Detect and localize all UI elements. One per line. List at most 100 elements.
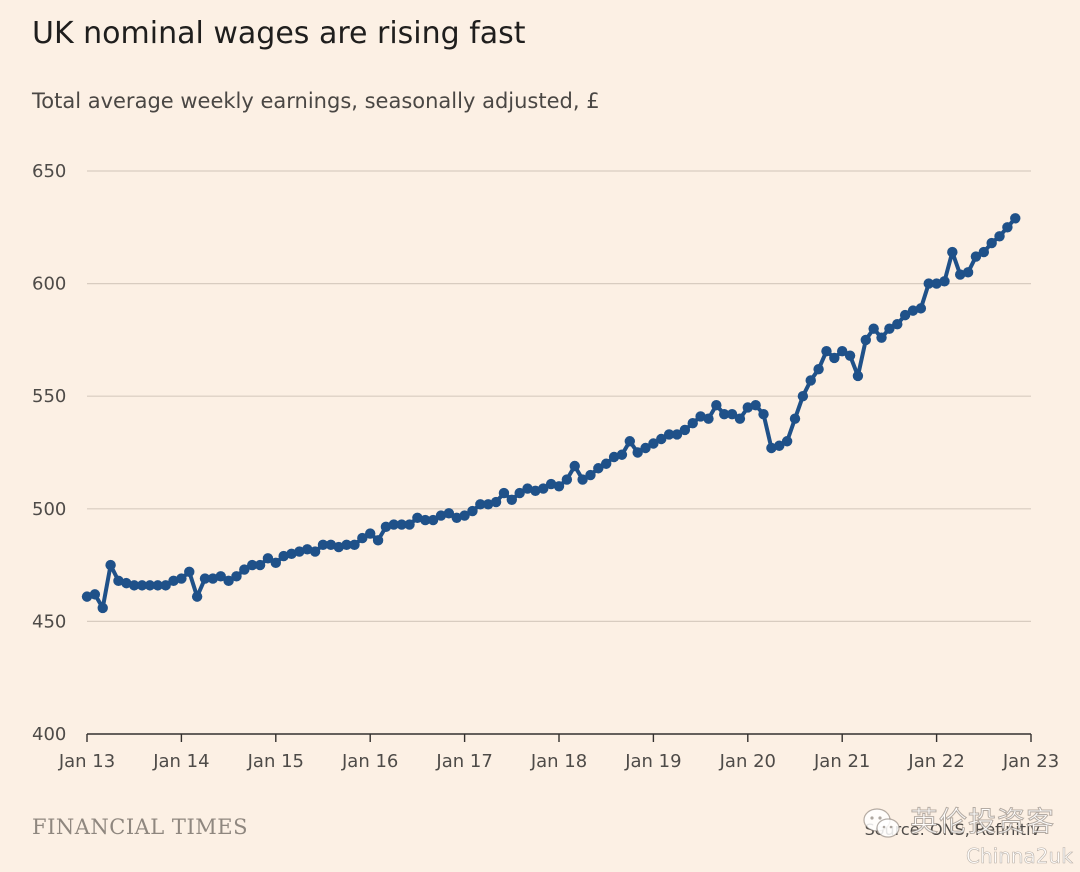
data-point — [601, 458, 612, 469]
data-point — [656, 433, 667, 445]
data-point — [742, 402, 753, 413]
data-point — [380, 521, 392, 533]
data-point — [278, 550, 289, 562]
data-point — [947, 246, 958, 258]
data-point — [719, 409, 730, 420]
x-tick-label: Jan 19 — [624, 751, 681, 772]
data-point — [451, 512, 462, 524]
data-point — [302, 544, 313, 555]
data-point — [152, 580, 163, 591]
data-point — [624, 436, 635, 447]
data-point — [207, 573, 219, 584]
data-point — [970, 251, 982, 262]
data-point — [176, 573, 187, 584]
data-point — [703, 413, 714, 424]
data-point — [671, 429, 683, 440]
data-point — [309, 546, 321, 557]
data-point — [412, 512, 423, 524]
data-point — [341, 539, 352, 551]
data-point — [781, 436, 793, 447]
data-point — [648, 438, 659, 449]
data-point — [813, 363, 824, 375]
data-point — [247, 559, 258, 571]
data-point — [923, 278, 934, 289]
data-point — [750, 400, 761, 411]
data-point — [467, 505, 478, 517]
data-point — [1002, 222, 1013, 233]
y-tick-label-600: 600 — [32, 274, 66, 295]
data-point — [144, 580, 156, 591]
data-point — [396, 519, 407, 530]
data-point — [679, 424, 691, 436]
gridlines — [87, 170, 1031, 623]
data-point — [837, 345, 848, 357]
x-tick-label: Jan 22 — [907, 751, 964, 772]
data-point — [789, 413, 801, 424]
data-point — [372, 535, 384, 546]
x-axis — [86, 733, 1032, 742]
data-point — [868, 323, 879, 334]
data-point — [538, 483, 549, 494]
data-point — [632, 447, 643, 458]
data-point — [931, 278, 942, 289]
data-point — [774, 440, 785, 451]
data-point — [81, 591, 93, 602]
data-point — [876, 332, 887, 343]
series-line — [85, 216, 1018, 610]
data-point — [608, 451, 620, 463]
data-point — [191, 591, 203, 602]
data-point — [239, 564, 250, 575]
data-point — [726, 409, 738, 420]
y-tick-label-450: 450 — [32, 611, 66, 632]
data-point — [955, 269, 966, 280]
data-point — [317, 539, 329, 551]
data-point — [475, 499, 486, 510]
data-point — [844, 350, 856, 361]
data-point — [404, 519, 415, 530]
data-point — [695, 411, 706, 422]
x-tick-label: Jan 21 — [813, 751, 870, 772]
data-point — [136, 580, 148, 591]
y-tick-label-550: 550 — [32, 386, 66, 407]
data-point — [105, 559, 116, 571]
data-point — [577, 474, 588, 485]
data-point — [899, 309, 911, 321]
data-point — [325, 539, 337, 551]
data-point — [821, 345, 832, 357]
data-point — [978, 246, 989, 258]
data-point — [286, 548, 297, 560]
data-point — [758, 409, 769, 420]
data-point — [553, 481, 565, 492]
data-point — [89, 589, 101, 600]
y-tick-label-500: 500 — [32, 499, 66, 520]
data-point — [766, 442, 777, 454]
source-note: Source: ONS, Refinitiv — [864, 820, 1040, 839]
data-point — [711, 400, 722, 411]
data-point — [349, 539, 360, 551]
data-point — [388, 519, 399, 530]
data-point — [490, 496, 502, 508]
data-point — [663, 429, 675, 440]
data-point — [435, 510, 447, 521]
data-point — [160, 580, 171, 591]
data-point — [852, 370, 864, 382]
data-point — [986, 237, 997, 249]
data-point — [333, 541, 344, 553]
data-point — [294, 546, 305, 557]
data-point — [1010, 213, 1021, 224]
x-tick-label: Jan 17 — [435, 751, 492, 772]
data-point — [884, 323, 895, 334]
data-point — [506, 494, 517, 505]
data-point — [223, 575, 234, 587]
data-point — [357, 532, 368, 544]
data-point — [860, 334, 871, 346]
data-point — [483, 499, 494, 510]
x-tick-label: Jan 18 — [530, 751, 587, 772]
data-point — [829, 352, 840, 364]
data-point — [530, 485, 541, 496]
data-point — [215, 571, 226, 582]
data-point — [97, 602, 108, 614]
ft-logo: FINANCIAL TIMES — [32, 815, 248, 839]
chart-title: UK nominal wages are rising fast — [32, 16, 526, 51]
